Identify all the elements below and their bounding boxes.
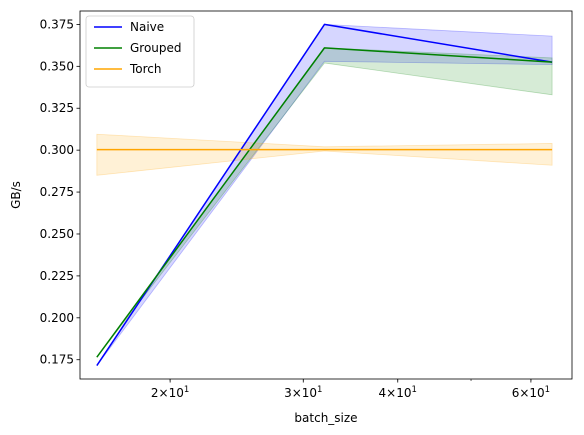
x-tick-label: 4×101 <box>379 385 417 400</box>
y-tick-label: 0.225 <box>40 269 74 283</box>
y-tick-label: 0.175 <box>40 353 74 367</box>
y-tick-label: 0.350 <box>40 59 74 73</box>
legend-label-grouped: Grouped <box>130 41 182 55</box>
legend: Naive Grouped Torch <box>86 16 194 87</box>
y-tick-label: 0.300 <box>40 143 74 157</box>
y-axis-label: GB/s <box>9 181 23 209</box>
x-axis-label: batch_size <box>294 411 357 425</box>
x-tick-label: 6×101 <box>512 385 550 400</box>
legend-label-torch: Torch <box>129 62 162 76</box>
y-tick-label: 0.250 <box>40 227 74 241</box>
x-tick-label: 3×101 <box>284 385 322 400</box>
y-tick-label: 0.325 <box>40 101 74 115</box>
x-tick-label: 2×101 <box>151 385 189 400</box>
y-tick-label: 0.375 <box>40 17 74 31</box>
y-tick-label: 0.200 <box>40 311 74 325</box>
y-tick-label: 0.275 <box>40 185 74 199</box>
y-axis: 0.175 0.200 0.225 0.250 0.275 0.300 0.325 0.350… <box>40 17 80 366</box>
legend-label-naive: Naive <box>130 20 164 34</box>
